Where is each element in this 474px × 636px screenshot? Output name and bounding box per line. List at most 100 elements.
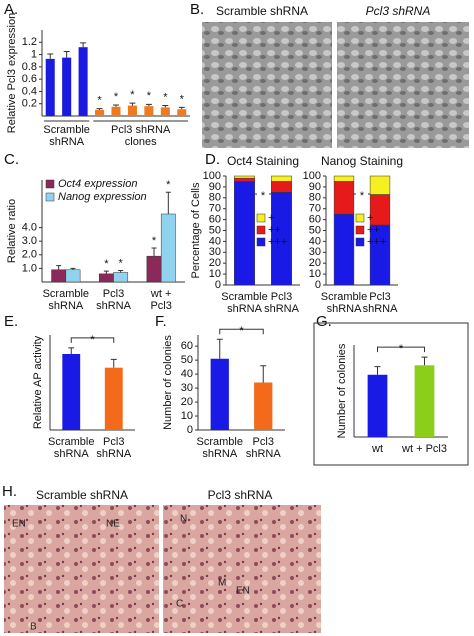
x-tick-label: shRNA — [363, 303, 399, 315]
y-tick-label: 0 — [215, 279, 221, 291]
panel-letter: H. — [2, 483, 17, 500]
y-axis-label: Number of colonies — [162, 335, 174, 430]
error-bar — [162, 105, 169, 108]
x-tick-label: Pcl3 — [150, 300, 171, 312]
significance-mark: * — [166, 179, 171, 191]
x-tick-label: wt + — [150, 288, 171, 300]
y-tick-label: 60 — [181, 340, 193, 352]
error-bar — [421, 356, 428, 366]
bar — [111, 106, 121, 116]
error-bar — [216, 338, 223, 359]
image-label: EN — [236, 586, 250, 597]
legend-swatch — [256, 213, 266, 223]
significance-mark: * — [90, 334, 95, 346]
bar — [127, 105, 137, 116]
image-caption: Scramble shRNA — [36, 488, 128, 502]
x-tick-label: shRNA — [202, 448, 238, 460]
significance-mark: * — [130, 89, 135, 101]
bar-segment — [271, 175, 292, 182]
bar — [95, 109, 105, 116]
significance-mark: * — [360, 190, 365, 202]
y-tick-label: 30 — [181, 382, 193, 394]
y-tick-label: 20 — [309, 257, 321, 269]
legend-swatch — [256, 237, 266, 247]
significance-bracket — [377, 346, 425, 353]
y-tick-label: 10 — [309, 268, 321, 280]
image-caption: Scramble shRNA — [216, 4, 308, 18]
group-label: Pcl3 shRNA — [111, 124, 171, 136]
legend-swatch — [256, 225, 266, 235]
x-tick-label: shRNA — [48, 300, 84, 312]
y-tick-label: 0.4 — [22, 85, 37, 97]
y-tick-label: 50 — [181, 354, 193, 366]
y-tick-label: 0.2 — [22, 98, 37, 110]
x-tick-label: shRNA — [54, 448, 90, 460]
bar — [254, 382, 273, 430]
x-tick-label: Pcl3 — [103, 288, 124, 300]
x-tick-label: wt — [371, 443, 383, 455]
x-tick-label: Scramble — [321, 291, 367, 303]
y-tick-label: 100 — [303, 170, 321, 182]
y-tick-label: 40 — [309, 235, 321, 247]
bar-segment — [234, 177, 255, 182]
y-tick-label: 60 — [209, 214, 221, 226]
bar — [104, 367, 123, 430]
legend-swatch — [355, 225, 365, 235]
legend-label: +++ — [268, 236, 287, 248]
error-bar — [145, 103, 152, 107]
group-label: shRNA — [49, 136, 85, 148]
image-caption: Pcl3 shRNA — [208, 488, 273, 502]
legend-label: +++ — [367, 236, 386, 248]
x-tick-label: shRNA — [227, 303, 263, 315]
bar — [113, 272, 129, 283]
error-bar — [103, 270, 109, 274]
legend-label: + — [268, 212, 274, 224]
y-tick-label: 1 — [31, 48, 37, 60]
bar — [65, 269, 81, 283]
y-tick-label: 90 — [209, 181, 221, 193]
error-bar — [178, 106, 185, 110]
x-tick-label: shRNA — [246, 448, 282, 460]
x-tick-label: Pcl3 — [103, 436, 124, 448]
panel-letter: G. — [316, 313, 332, 330]
error-bar — [113, 104, 119, 107]
bar-segment — [333, 175, 355, 182]
legend-label: + — [367, 212, 373, 224]
significance-mark: * — [261, 190, 266, 202]
x-tick-label: Scramble — [43, 288, 89, 300]
bar-segment — [234, 181, 255, 286]
image-label: C — [176, 599, 183, 610]
legend-label: ++ — [367, 224, 380, 236]
plot-frame — [313, 322, 469, 466]
x-tick-label: Scramble — [48, 436, 94, 448]
micrograph — [202, 22, 332, 148]
x-tick-label: wt + Pcl3 — [401, 443, 447, 455]
histology-image — [4, 505, 159, 633]
significance-mark: * — [114, 91, 119, 103]
legend-swatch — [45, 192, 55, 202]
x-tick-label: Pcl3 — [253, 436, 274, 448]
x-tick-label: Pcl3 — [369, 291, 390, 303]
y-tick-label: 2.0 — [22, 249, 37, 261]
y-tick-label: 40 — [209, 235, 221, 247]
y-tick-label: 70 — [309, 203, 321, 215]
y-tick-label: 80 — [309, 192, 321, 204]
significance-mark: * — [152, 235, 157, 247]
y-tick-label: 50 — [309, 224, 321, 236]
chart-title: Oct4 Staining — [227, 154, 299, 168]
error-bar — [118, 269, 124, 273]
significance-mark: * — [104, 258, 109, 270]
bar — [62, 354, 81, 430]
panel-letter: C. — [4, 151, 19, 168]
bar — [144, 106, 154, 116]
y-axis-label: Percentage of Cells — [190, 182, 202, 278]
y-tick-label: 30 — [309, 246, 321, 258]
error-bar — [165, 191, 171, 214]
x-tick-label: shRNA — [327, 303, 363, 315]
error-bar — [47, 53, 54, 59]
error-bar — [260, 365, 267, 383]
x-tick-label: shRNA — [264, 303, 300, 315]
bar-segment — [271, 181, 292, 193]
legend-label: Nanog expression — [58, 191, 147, 203]
y-tick-label: 0.6 — [22, 73, 37, 85]
